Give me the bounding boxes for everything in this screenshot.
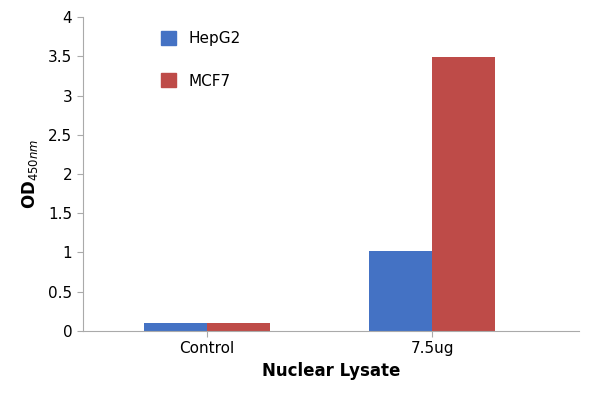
Bar — [206, 323, 270, 331]
X-axis label: Nuclear Lysate: Nuclear Lysate — [261, 362, 400, 380]
Y-axis label: OD$_{450nm}$: OD$_{450nm}$ — [19, 139, 40, 209]
Bar — [143, 323, 206, 331]
Bar — [369, 251, 432, 331]
Bar — [432, 57, 496, 331]
Legend: HepG2, MCF7: HepG2, MCF7 — [155, 25, 247, 95]
